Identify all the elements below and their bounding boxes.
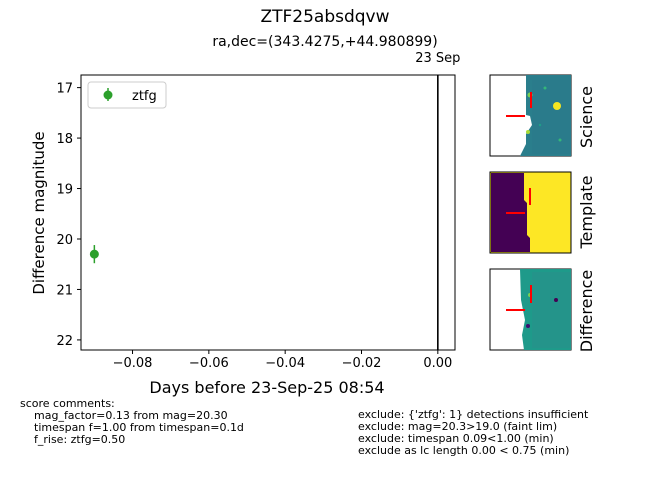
y-tick-label: 18 (56, 132, 73, 147)
legend-label: ztfg (132, 89, 157, 104)
x-tick-label: −0.04 (265, 356, 305, 371)
difference-label: Difference (577, 270, 596, 352)
science-label: Science (577, 86, 596, 148)
coordinates-subtitle: ra,dec=(343.4275,+44.980899) (212, 34, 438, 50)
score-comment-line: f_rise: ztfg=0.50 (34, 433, 126, 446)
score-comments: score comments: mag_factor=0.13 from mag=… (20, 398, 244, 446)
exclude-line: exclude: timespan 0.09<1.00 (min) (358, 432, 554, 445)
y-tick-label: 17 (56, 82, 73, 97)
template-label: Template (577, 175, 596, 249)
score-comments-header: score comments: (20, 397, 115, 410)
reference-vline-label: 23 Sep (415, 51, 460, 66)
x-tick-label: 0.00 (423, 356, 452, 371)
y-axis-label: Difference magnitude (30, 131, 48, 294)
x-tick-label: −0.06 (189, 356, 229, 371)
x-axis-label: Days before 23-Sep-25 08:54 (149, 378, 384, 397)
y-tick-label: 20 (56, 233, 73, 248)
exclude-line: exclude: {'ztfg': 1} detections insuffic… (358, 408, 589, 421)
y-tick-label: 21 (56, 283, 73, 298)
exclude-line: exclude: mag=20.3>19.0 (faint lim) (358, 420, 558, 433)
plot-frame (80, 74, 456, 351)
x-tick-label: −0.08 (113, 356, 153, 371)
legend-marker (103, 90, 113, 100)
page-title: ZTF25absdqvw (260, 7, 390, 27)
exclude-line: exclude as lc length 0.00 < 0.75 (min) (358, 444, 570, 457)
x-tick-label: −0.02 (342, 356, 382, 371)
template-stamp (489, 171, 572, 254)
score-comment-line: timespan f=1.00 from timespan=0.1d (34, 421, 244, 434)
y-tick-label: 22 (56, 334, 73, 349)
difference-stamp (489, 268, 572, 351)
science-stamp (489, 74, 572, 157)
y-tick-label: 19 (56, 183, 73, 198)
data-point (89, 249, 99, 259)
score-comment-line: mag_factor=0.13 from mag=20.30 (34, 409, 228, 422)
exclude-comments: exclude: {'ztfg': 1} detections insuffic… (358, 409, 588, 457)
